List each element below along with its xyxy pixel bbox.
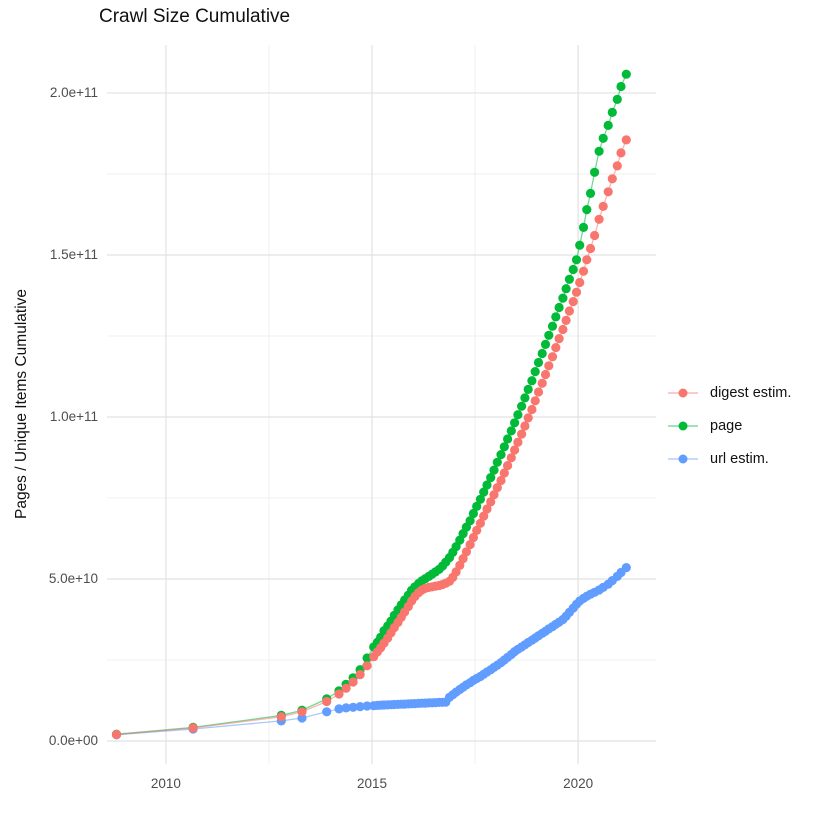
y-tick-label: 2.0e+11: [49, 84, 98, 100]
legend-item-label: digest estim.: [710, 384, 792, 401]
legend-key-icon: [668, 388, 698, 397]
legend: digest estim. page url estim.: [668, 376, 791, 475]
legend-key-icon: [668, 454, 698, 463]
legend-item-label: url estim.: [710, 450, 769, 467]
series-points-url-estim-: [111, 563, 631, 740]
y-tick-label: 5.0e+10: [48, 570, 98, 586]
y-tick-label: 0.0e+00: [48, 732, 98, 748]
series-points-page: [111, 69, 631, 739]
chart-title: Crawl Size Cumulative: [99, 6, 291, 27]
legend-item-label: page: [710, 417, 743, 434]
x-tick-label: 2015: [356, 776, 388, 791]
y-tick-label: 1.5e+11: [49, 246, 98, 262]
x-tick-label: 2010: [150, 776, 181, 791]
legend-key-icon: [668, 421, 698, 430]
legend-item-digest-estim-: digest estim.: [668, 376, 791, 409]
gridlines-minor: [107, 45, 656, 764]
legend-item-url-estim-: url estim.: [668, 442, 791, 475]
series-line-page: [116, 73, 627, 735]
legend-item-page: page: [668, 409, 791, 442]
series-points-digest-estim-: [111, 135, 631, 740]
gridlines-major: [107, 45, 656, 764]
x-tick-label: 2020: [563, 776, 594, 791]
y-tick-label: 1.0e+11: [49, 408, 98, 424]
